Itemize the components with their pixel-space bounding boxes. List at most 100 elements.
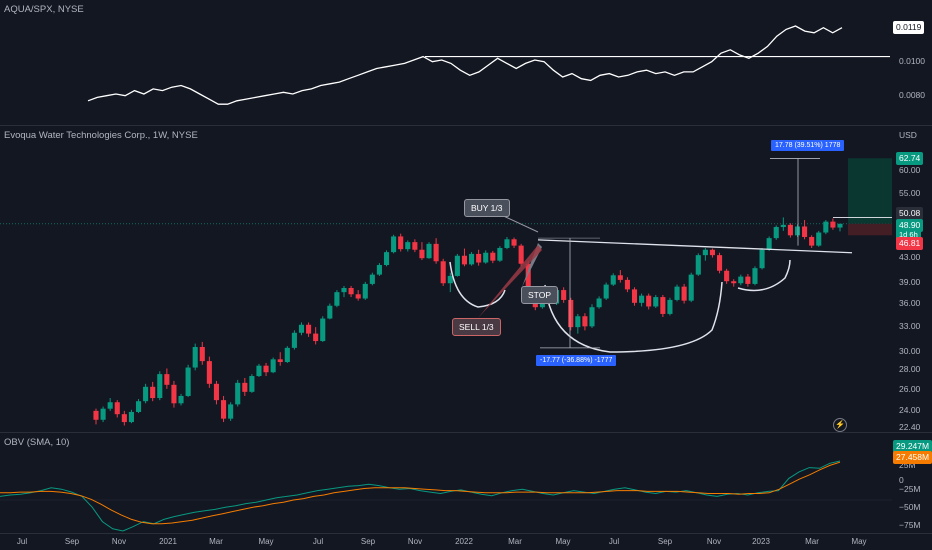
measure-down-label[interactable]: -17.77 (-36.88%) -1777 [536,355,617,366]
time-axis-label: May [851,537,867,546]
candle-body [306,324,312,334]
candle-body [405,242,411,250]
candle-body [121,414,127,423]
candle-body [596,298,602,308]
candle-body [263,365,269,373]
candle-body [525,263,531,291]
candle-body [270,359,276,373]
candle-body [362,283,368,299]
ratio-last-tag: 0.0119 [893,21,925,34]
time-axis-label: Mar [209,537,223,546]
obv-axis-tick: −50M [899,502,921,512]
measure-up-label[interactable]: 17.78 (39.51%) 1778 [771,140,845,151]
candle-body [164,374,170,385]
obv-line [0,460,841,532]
candle-body [128,411,134,423]
obv-axis-tick: −75M [899,520,921,530]
candle-body [192,347,198,368]
candle-body [213,383,220,401]
pane-separator[interactable] [0,432,932,433]
high-price-tag: 50.08 [896,207,924,220]
ratio-pane-title[interactable]: AQUA/SPX, NYSE [4,4,84,15]
sell-callout-pointer [478,245,542,318]
candle-body [639,295,645,303]
candle-body [653,297,659,307]
obv-sma-last-tag: 27.458M [893,451,932,464]
currency-label: USD [899,130,917,140]
stop-price-tag: 46.81 [896,237,924,250]
candle-body [249,376,255,392]
ratio-axis-tick: 0.0080 [899,90,925,100]
time-axis-label: 2023 [752,537,770,546]
candle-body [617,275,623,280]
candle-body [242,382,248,392]
time-axis-label: Sep [657,537,673,546]
candle-body [376,265,382,275]
candle-body [398,236,404,250]
candle-body [298,324,305,333]
candle-body [114,402,120,415]
candle-body [178,395,184,404]
candle-body [483,252,489,263]
buy-annotation[interactable]: BUY 1/3 [464,199,510,217]
candle-body [171,384,177,404]
main-cup-curve [544,281,723,353]
candle-body [624,279,630,290]
price-axis-tick: 28.00 [899,364,921,374]
candle-body [631,289,638,303]
ratio-series-line [87,25,843,105]
candle-body [100,408,106,420]
candle-body [454,255,460,276]
candle-body [135,401,142,412]
candle-body [391,236,397,253]
obv-sma-line [0,461,841,525]
candle-body [823,221,829,233]
candle-body [724,270,730,282]
price-axis-tick: 30.00 [899,346,921,356]
obv-pane-title[interactable]: OBV (SMA, 10) [4,437,70,448]
obv-last-tag: 29.247M [893,440,932,453]
time-axis-label: Nov [706,537,722,546]
price-axis-tick: 55.00 [899,188,921,198]
candle-body [341,288,347,293]
price-pane-title[interactable]: Evoqua Water Technologies Corp., 1W, NYS… [4,130,198,141]
time-axis-label: Sep [64,537,80,546]
lightning-icon[interactable]: ⚡ [833,418,847,432]
candle-body [568,299,574,328]
sell-annotation[interactable]: SELL 1/3 [452,318,501,336]
candle-body [575,316,581,328]
target-zone [848,158,892,224]
candle-body [220,400,227,419]
candle-body [582,316,588,327]
stop-zone [848,223,892,236]
price-axis-tick: 24.00 [899,405,921,415]
candle-body [440,261,446,284]
price-axis-tick: 43.00 [899,252,921,262]
time-axis-label: Mar [805,537,819,546]
candle-body [518,245,524,264]
candle-body [766,238,772,250]
candle-body [787,224,793,236]
neckline-trendline [537,239,853,254]
candle-body [235,382,241,405]
candle-body [277,359,283,363]
candle-body [490,252,496,261]
candle-body [674,286,680,300]
pane-separator[interactable] [0,125,932,126]
candle-body [157,374,163,399]
candle-body [589,307,595,327]
candle-body [830,221,836,228]
ratio-axis-tick: 0.0100 [899,56,925,66]
time-axis-label: Mar [508,537,522,546]
candle-body [780,224,786,228]
stop-annotation[interactable]: STOP [521,286,558,304]
candle-body [150,386,156,399]
handle-curve [737,259,791,292]
price-axis-tick: 22.40 [899,422,921,432]
candle-body [199,347,205,362]
candle-body [511,239,517,246]
candle-body [816,232,822,246]
candle-body [738,276,744,284]
candle-body [426,243,432,259]
